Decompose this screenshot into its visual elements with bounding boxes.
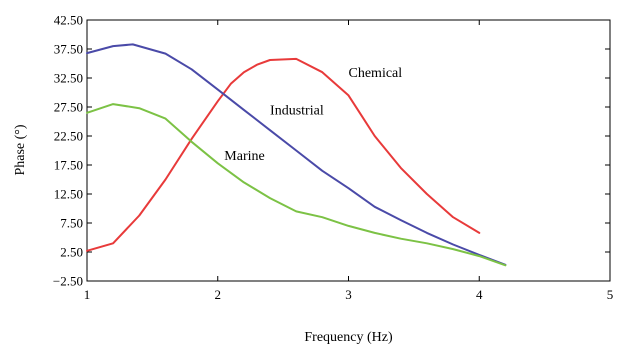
series-line-chemical [86,57,481,252]
y-tick-label: −2.50 [53,274,83,289]
x-axis-title: Frequency (Hz) [304,330,393,345]
y-tick-label: 17.50 [54,158,83,173]
series-line-industrial [86,43,507,266]
y-tick-label: 22.50 [54,129,83,144]
plot-frame [86,19,611,282]
y-tick-label: 27.50 [54,100,83,115]
x-axis: 1 2 3 4 5 [84,20,614,302]
x-tick-label: 5 [607,287,614,302]
series-lines [86,43,507,267]
y-tick-label: 37.50 [54,42,83,57]
series-line-marine [86,103,507,267]
y-tick-label: 12.50 [54,187,83,202]
series-label-industrial: Industrial [270,104,324,119]
x-tick-label: 2 [215,287,222,302]
y-tick-label: 32.50 [54,71,83,86]
y-tick-label: 7.50 [60,216,83,231]
y-tick-label: 2.50 [60,245,83,260]
x-tick-label: 4 [476,287,483,302]
y-tick-label: 42.50 [54,13,83,28]
y-axis: −2.50 2.50 7.50 12.50 17.50 22.50 27.50 32.50 37… [53,13,610,289]
y-axis-title: Phase (°) [13,124,28,175]
series-label-chemical: Chemical [349,66,403,81]
x-tick-label: 1 [84,287,91,302]
x-tick-label: 3 [345,287,352,302]
series-labels: Chemical Industrial Marine [224,66,402,164]
series-label-marine: Marine [224,149,264,164]
